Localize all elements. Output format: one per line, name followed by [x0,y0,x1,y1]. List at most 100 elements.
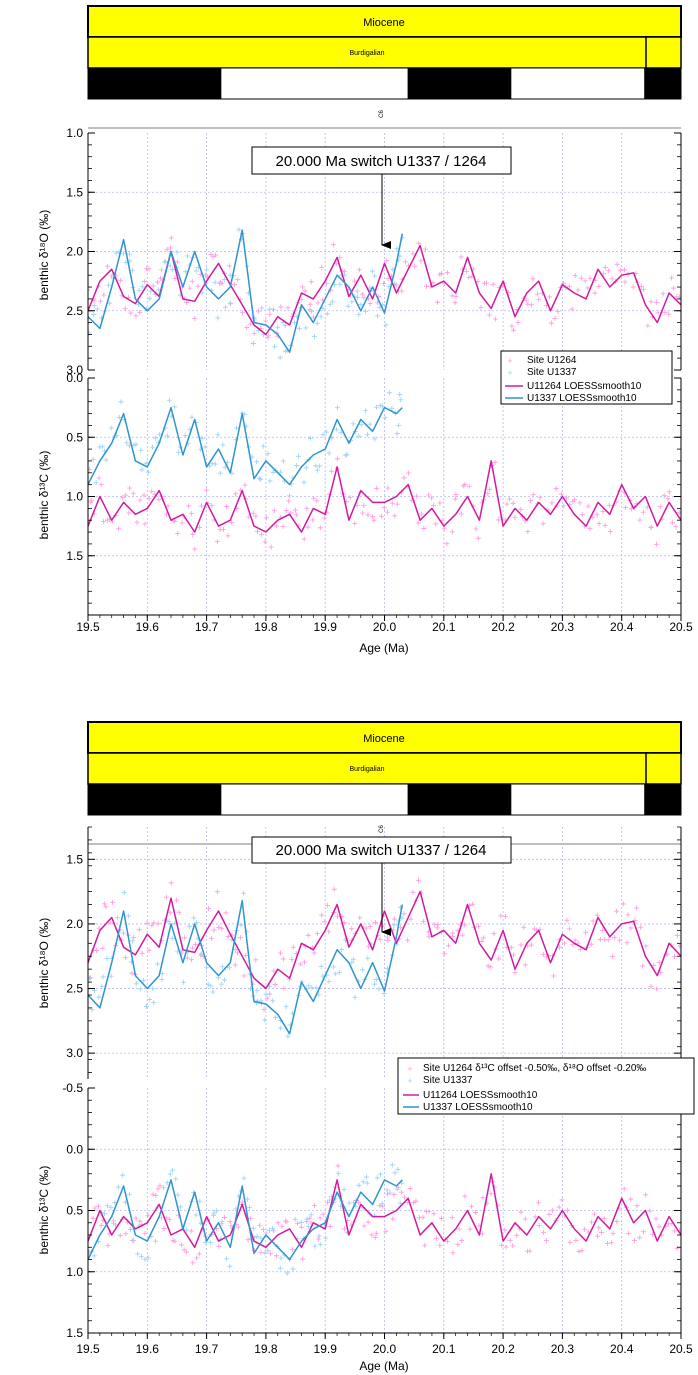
data-point [613,908,619,914]
data-point [510,500,516,506]
data-point [304,1216,310,1222]
data-point [147,296,153,302]
data-point [147,996,153,1002]
data-point [282,323,288,329]
x-tick-label: 19.7 [195,1342,219,1356]
data-point [167,1171,173,1177]
data-point [131,934,137,940]
data-point [283,1218,289,1224]
data-point [317,463,323,469]
data-point [280,523,286,529]
data-point [628,1196,634,1202]
x-tick-label: 19.5 [76,1342,100,1356]
data-point [540,1229,546,1235]
data-point [241,890,247,896]
data-point [456,1226,462,1232]
data-point [254,459,260,465]
data-point [309,308,315,314]
data-point [521,924,527,930]
data-point [610,953,616,959]
data-point [398,397,404,403]
data-point [449,1214,455,1220]
data-point [205,981,211,987]
data-point [141,492,147,498]
data-point [123,492,129,498]
data-point [360,510,366,516]
data-point [174,259,180,265]
data-point [254,1233,260,1239]
legend-label-u1337: Site U1337 [423,1075,473,1086]
data-point [327,1224,333,1230]
data-point [208,983,214,989]
data-point [140,977,146,983]
data-point [587,526,593,532]
data-point [363,308,369,314]
data-point [192,546,198,552]
data-point [137,1218,143,1224]
legend-marker-u1337: + [407,1076,412,1086]
stage-bar [87,752,682,785]
data-point [349,926,355,932]
data-point [145,1255,151,1261]
data-point [677,294,681,300]
data-point [459,1237,465,1243]
data-point [291,320,297,326]
data-point [193,268,199,274]
x-tick-label: 19.7 [195,620,219,634]
data-point [475,535,481,541]
data-point [606,268,612,274]
data-point [162,259,168,265]
data-point [352,278,358,284]
data-point [268,544,274,550]
data-point [103,457,109,463]
data-point [198,951,204,957]
x-tick-label: 19.9 [314,1342,338,1356]
data-point [313,985,319,991]
data-point [167,1217,173,1223]
data-point [479,938,485,944]
data-point [216,1243,222,1249]
data-point [373,404,379,410]
data-point [204,267,210,273]
data-point [290,1266,296,1272]
data-point [446,943,452,949]
data-point [217,281,223,287]
data-point [179,520,185,526]
data-point [149,488,155,494]
data-point [665,496,671,502]
data-point [610,1230,616,1236]
data-point [596,284,602,290]
data-point [128,310,134,316]
data-point [176,449,182,455]
data-point [450,930,456,936]
data-point [126,510,132,516]
data-point [638,283,644,289]
data-point [217,470,223,476]
data-point [296,326,302,332]
data-point [426,934,432,940]
data-point [453,492,459,498]
data-point [172,404,178,410]
data-point [214,1208,220,1214]
data-point [591,1211,597,1217]
data-point [319,912,325,918]
data-point [104,263,110,269]
data-point [271,344,277,350]
data-point [532,1214,538,1220]
data-point [231,282,237,288]
data-point [361,1223,367,1229]
data-point [97,298,103,304]
data-point [221,977,227,983]
data-point [330,964,336,970]
data-point [233,947,239,953]
data-point [196,1251,202,1257]
data-point [656,960,662,966]
data-point [133,981,139,987]
data-point [335,405,341,411]
data-point [155,961,161,967]
data-point [301,479,307,485]
data-point [135,302,141,308]
data-point [626,1230,632,1236]
data-point [158,267,164,273]
